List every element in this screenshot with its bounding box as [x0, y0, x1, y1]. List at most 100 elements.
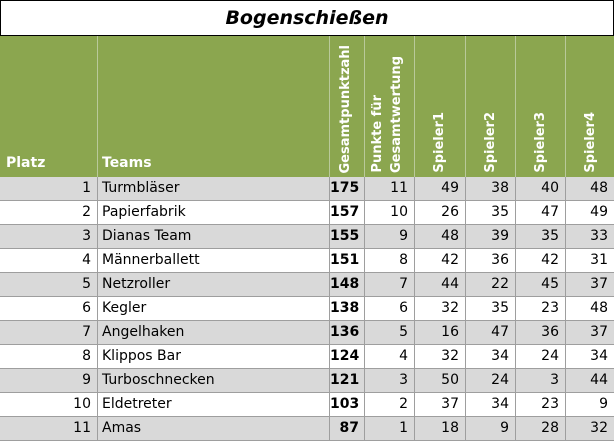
cell-spieler1[interactable]: 44: [415, 273, 466, 296]
cell-gesamt[interactable]: 157: [330, 201, 365, 224]
cell-team[interactable]: Eldetreter: [98, 393, 330, 416]
cell-spieler3[interactable]: 23: [516, 297, 566, 320]
cell-gesamt[interactable]: 87: [330, 417, 365, 440]
cell-spieler4[interactable]: 48: [590, 180, 608, 196]
cell-gesamt[interactable]: 148: [330, 273, 365, 296]
cell-team[interactable]: Amas: [98, 417, 330, 440]
cell-platz[interactable]: 1: [0, 177, 98, 200]
cell-spieler2[interactable]: 34: [466, 345, 516, 368]
cell-gesamt[interactable]: 124: [330, 345, 365, 368]
cell-punkte[interactable]: 6: [365, 297, 415, 320]
cell-spieler2[interactable]: 47: [466, 321, 516, 344]
cell-spieler2[interactable]: 35: [466, 201, 516, 224]
cell-spieler4[interactable]: 33: [590, 228, 608, 244]
cell-spieler3[interactable]: 40: [516, 177, 566, 200]
cell-spieler3[interactable]: 42: [516, 249, 566, 272]
cell-punkte[interactable]: 2: [365, 393, 415, 416]
cell-gesamt[interactable]: 151: [330, 249, 365, 272]
cell-gesamt[interactable]: 136: [330, 321, 365, 344]
cell-punkte[interactable]: 9: [365, 225, 415, 248]
cell-spieler3[interactable]: 24: [516, 345, 566, 368]
sheet-title: Bogenschießen: [0, 0, 614, 36]
cell-punkte[interactable]: 1: [365, 417, 415, 440]
cell-spieler2[interactable]: 39: [466, 225, 516, 248]
cell-spieler2[interactable]: 22: [466, 273, 516, 296]
cell-punkte[interactable]: 5: [365, 321, 415, 344]
cell-spieler4[interactable]: 37: [590, 324, 608, 340]
cell-spieler3[interactable]: 28: [516, 417, 566, 440]
cell-spieler4[interactable]: 9: [599, 396, 608, 412]
header-gesamtpunktzahl-cell[interactable]: Gesamtpunktzahl: [330, 36, 365, 177]
header-punkte-cell[interactable]: Punkte für Gesamtwertung: [365, 36, 415, 177]
cell-platz[interactable]: 11: [0, 417, 98, 440]
cell-spieler1[interactable]: 49: [415, 177, 466, 200]
cell-punkte[interactable]: 10: [365, 201, 415, 224]
cell-spieler4[interactable]: 37: [590, 276, 608, 292]
cell-spieler1[interactable]: 16: [415, 321, 466, 344]
cell-team[interactable]: Turboschnecken: [98, 369, 330, 392]
cell-spieler4[interactable]: 44: [590, 372, 608, 388]
cell-punkte[interactable]: 4: [365, 345, 415, 368]
cell-team[interactable]: Turmbläser: [98, 177, 330, 200]
header-spieler2-cell[interactable]: Spieler2: [466, 36, 516, 177]
header-platz-cell[interactable]: Platz: [0, 36, 98, 177]
cell-spieler4[interactable]: 31: [590, 252, 608, 268]
cell-spieler4[interactable]: 49: [590, 204, 608, 220]
cell-platz[interactable]: 10: [0, 393, 98, 416]
cell-punkte[interactable]: 7: [365, 273, 415, 296]
cell-team[interactable]: Männerballett: [98, 249, 330, 272]
cell-team[interactable]: Netzroller: [98, 273, 330, 296]
cell-spieler2[interactable]: 35: [466, 297, 516, 320]
cell-platz[interactable]: 5: [0, 273, 98, 296]
cell-spieler2[interactable]: 9: [466, 417, 516, 440]
cell-spieler3[interactable]: 36: [516, 321, 566, 344]
cell-spieler1[interactable]: 32: [415, 345, 466, 368]
cell-spieler1[interactable]: 48: [415, 225, 466, 248]
cell-gesamt[interactable]: 121: [330, 369, 365, 392]
cell-team[interactable]: Papierfabrik: [98, 201, 330, 224]
cell-platz[interactable]: 2: [0, 201, 98, 224]
cell-spieler3[interactable]: 23: [516, 393, 566, 416]
cell-platz[interactable]: 3: [0, 225, 98, 248]
cell-gesamt[interactable]: 155: [330, 225, 365, 248]
cell-gesamt[interactable]: 138: [330, 297, 365, 320]
cell-team[interactable]: Klippos Bar: [98, 345, 330, 368]
cell-spieler3[interactable]: 35: [516, 225, 566, 248]
cell-spieler1[interactable]: 18: [415, 417, 466, 440]
cell-spieler2[interactable]: 24: [466, 369, 516, 392]
cell-spieler1[interactable]: 26: [415, 201, 466, 224]
cell-spieler2[interactable]: 34: [466, 393, 516, 416]
cell-spieler3[interactable]: 45: [516, 273, 566, 296]
cell-spieler2[interactable]: 36: [466, 249, 516, 272]
cell-gesamt[interactable]: 103: [330, 393, 365, 416]
cell-punkte[interactable]: 8: [365, 249, 415, 272]
cell-spieler1[interactable]: 50: [415, 369, 466, 392]
header-spieler3-cell[interactable]: Spieler3: [516, 36, 566, 177]
cell-spieler4[interactable]: 34: [590, 348, 608, 364]
header-platz: Platz: [6, 155, 46, 171]
cell-spieler4[interactable]: 48: [590, 300, 608, 316]
cell-spieler4[interactable]: 32: [590, 420, 608, 436]
cell-platz[interactable]: 6: [0, 297, 98, 320]
table-row: 8 Klippos Bar 124 4 32 34 24 34: [0, 345, 614, 369]
cell-spieler1[interactable]: 32: [415, 297, 466, 320]
header-spieler1-cell[interactable]: Spieler1: [415, 36, 466, 177]
cell-platz[interactable]: 9: [0, 369, 98, 392]
cell-platz[interactable]: 4: [0, 249, 98, 272]
cell-gesamt[interactable]: 175: [330, 177, 365, 200]
cell-team[interactable]: Kegler: [98, 297, 330, 320]
cell-punkte[interactable]: 11: [365, 177, 415, 200]
cell-team[interactable]: Dianas Team: [98, 225, 330, 248]
table-row: 11 Amas 87 1 18 9 28 32: [0, 417, 614, 441]
cell-platz[interactable]: 8: [0, 345, 98, 368]
cell-spieler3[interactable]: 3: [516, 369, 566, 392]
header-teams-cell[interactable]: Teams: [98, 36, 330, 177]
cell-spieler1[interactable]: 42: [415, 249, 466, 272]
cell-spieler1[interactable]: 37: [415, 393, 466, 416]
cell-platz[interactable]: 7: [0, 321, 98, 344]
header-spieler4-cell[interactable]: Spieler4: [566, 36, 614, 177]
cell-team[interactable]: Angelhaken: [98, 321, 330, 344]
cell-spieler3[interactable]: 47: [516, 201, 566, 224]
cell-spieler2[interactable]: 38: [466, 177, 516, 200]
cell-punkte[interactable]: 3: [365, 369, 415, 392]
